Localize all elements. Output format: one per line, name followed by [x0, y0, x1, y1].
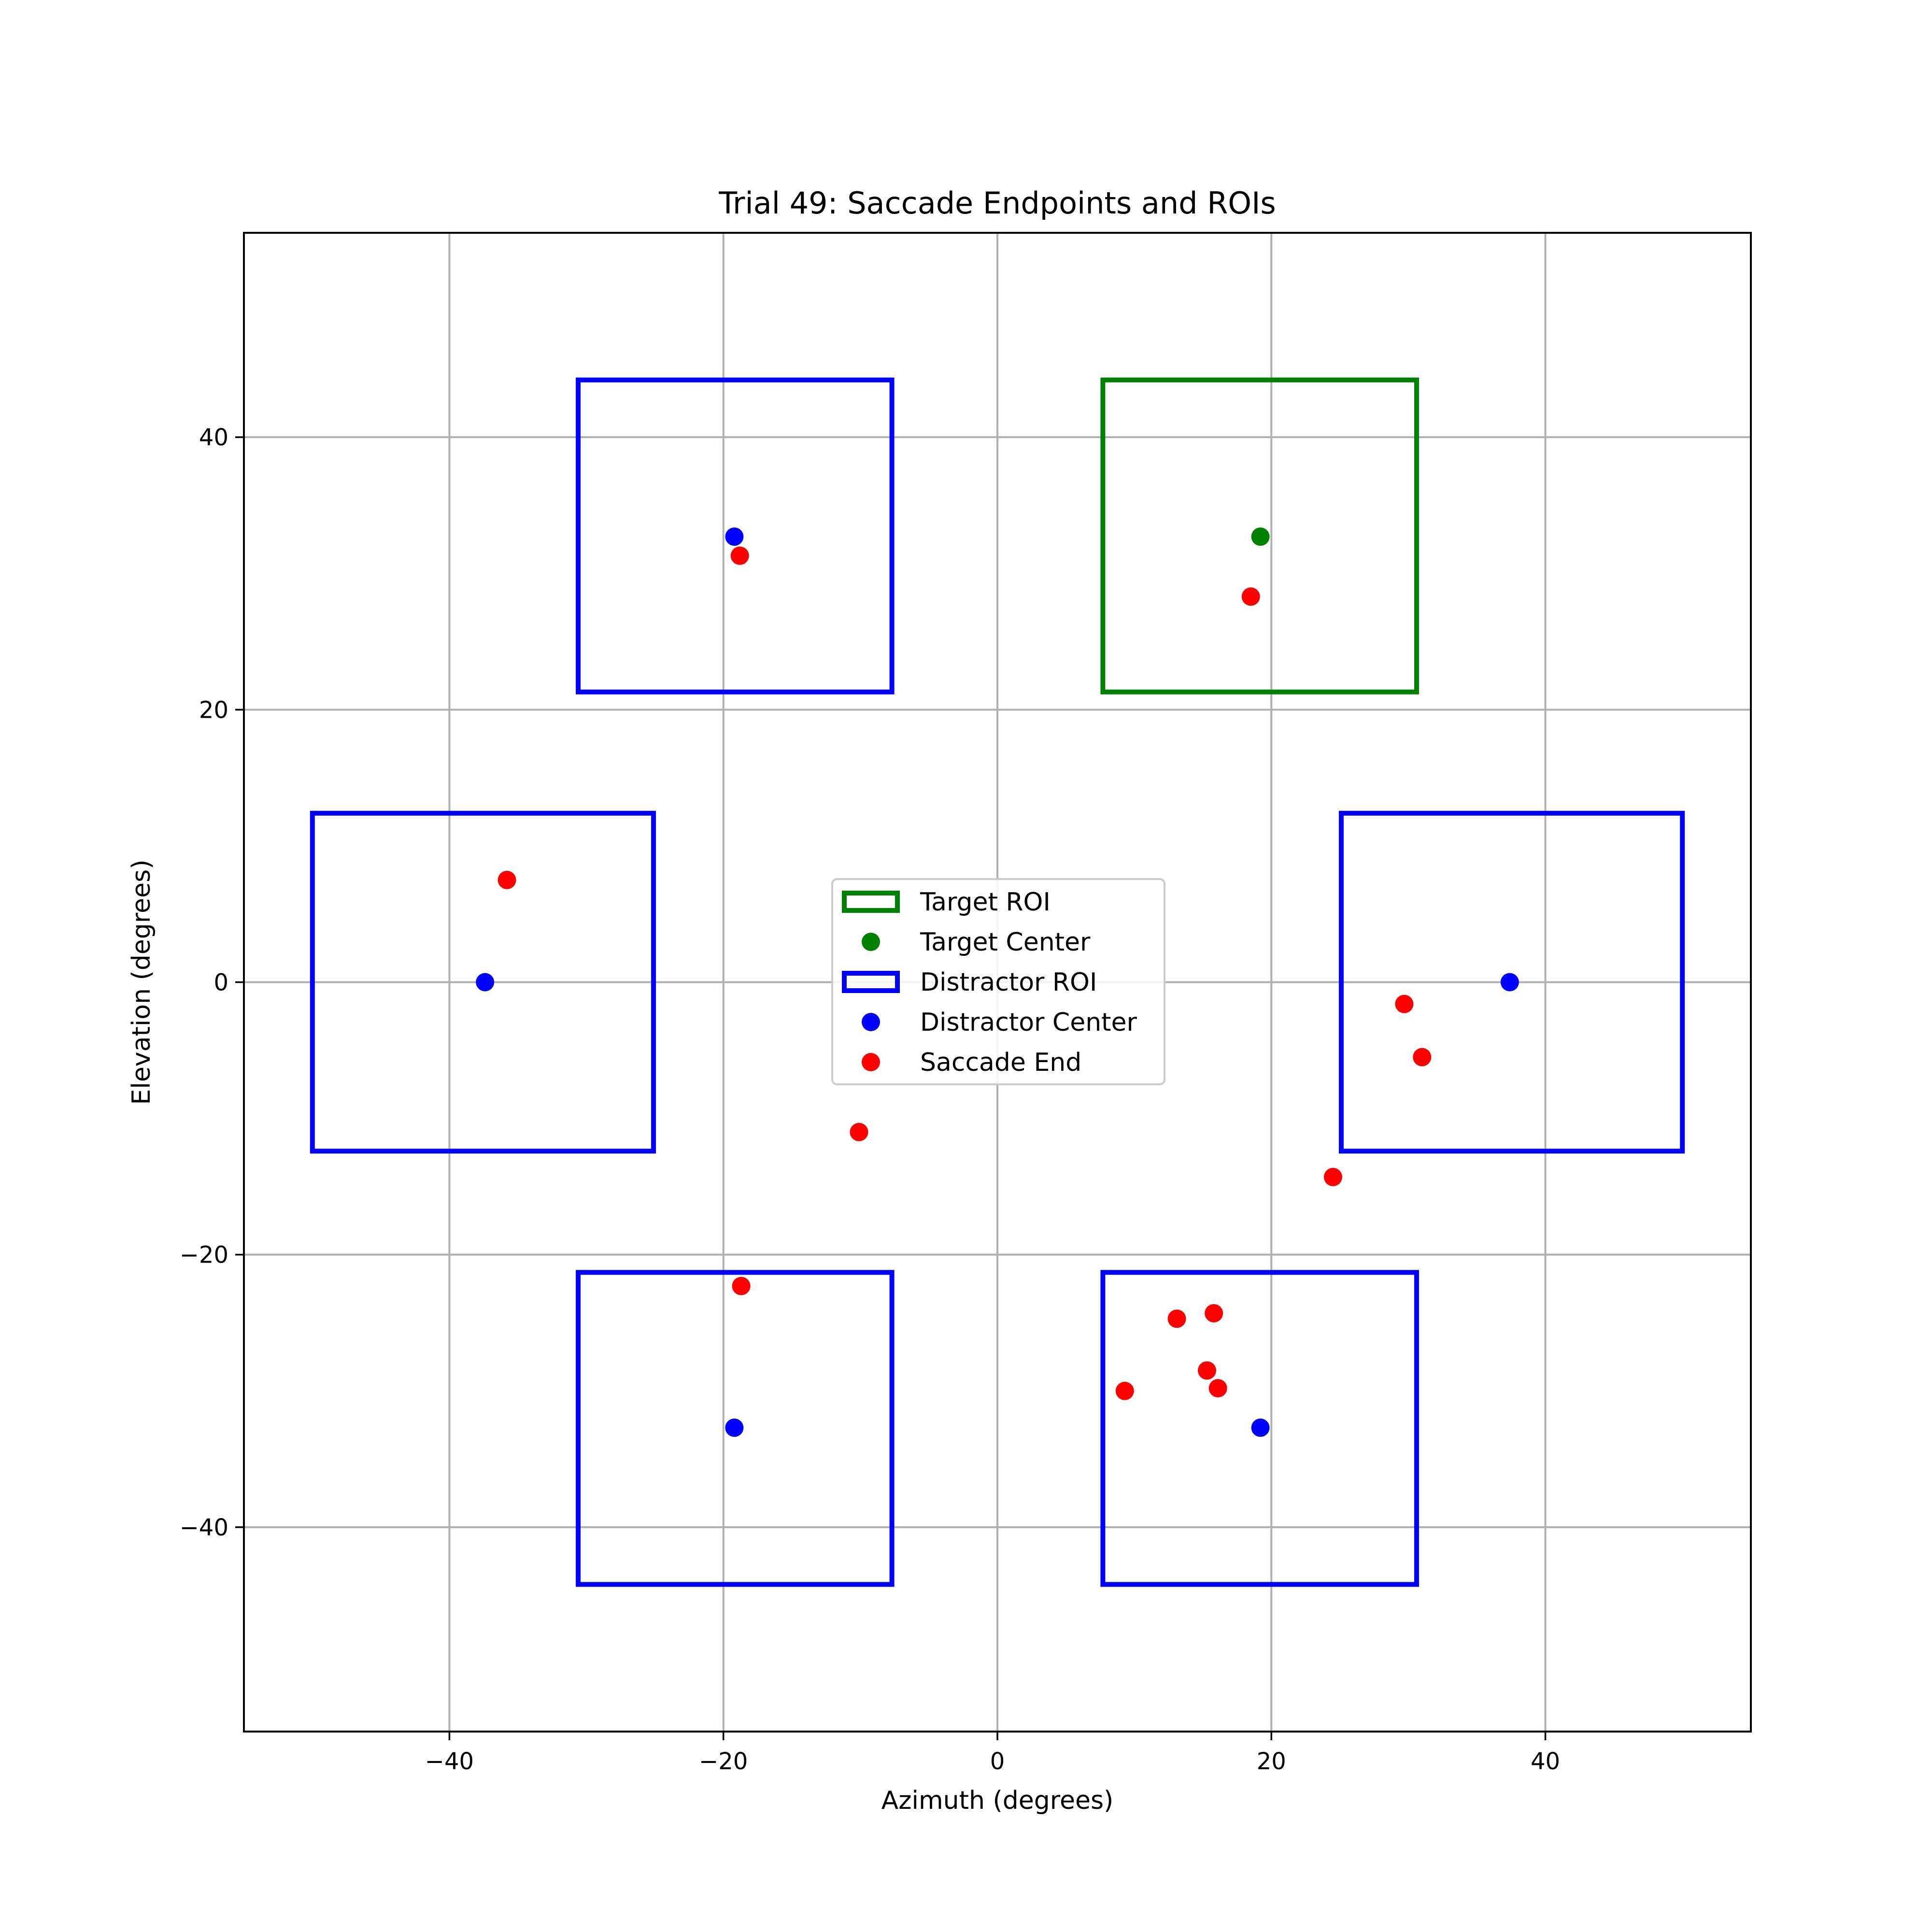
target-center-point	[1251, 527, 1270, 546]
legend-label-target-center: Target Center	[920, 928, 1091, 957]
saccade-end-point	[1115, 1381, 1134, 1400]
legend-label-distractor-center: Distractor Center	[920, 1008, 1137, 1037]
legend-label-saccade-end: Saccade End	[920, 1048, 1081, 1077]
distractor-center-point	[476, 973, 495, 992]
distractor-roi	[576, 1270, 895, 1587]
saccade-end-point	[732, 1277, 751, 1295]
y-tick-label: 40	[199, 424, 228, 451]
saccade-end-point	[730, 546, 749, 565]
saccade-end-point	[1205, 1304, 1223, 1322]
saccade-end-point	[1413, 1048, 1432, 1066]
y-axis-label: Elevation (degrees)	[127, 860, 156, 1105]
saccade-end-point	[1241, 587, 1260, 606]
y-tick-label: 0	[213, 969, 228, 996]
x-tick-label: 20	[1257, 1748, 1286, 1775]
saccade-end-point	[1197, 1361, 1216, 1380]
x-tick-label: 0	[990, 1748, 1005, 1775]
saccade-end-point	[1323, 1167, 1342, 1186]
target-roi	[1100, 377, 1419, 695]
distractor-roi	[1338, 810, 1685, 1154]
saccade-end-point	[1208, 1379, 1227, 1398]
distractor-center-point	[1500, 973, 1519, 992]
legend-swatch-distractor-center	[862, 1013, 880, 1031]
saccade-end-point	[850, 1122, 868, 1141]
distractor-center-point	[1251, 1418, 1270, 1437]
distractor-center-point	[725, 1418, 744, 1437]
legend-label-distractor-roi: Distractor ROI	[920, 968, 1097, 997]
grid-layer	[244, 233, 1751, 1732]
legend-swatch-saccade-end	[862, 1053, 880, 1071]
y-tick-label: −40	[180, 1514, 228, 1541]
distractor-center-point	[725, 527, 744, 546]
legend-box	[831, 878, 1165, 1085]
point-layer	[476, 527, 1519, 1437]
y-tick-label: −20	[180, 1242, 228, 1269]
x-axis-label: Azimuth (degrees)	[881, 1786, 1114, 1815]
legend-swatch-target-roi	[842, 891, 900, 913]
legend-swatch-target-center	[862, 933, 880, 951]
saccade-end-point	[1167, 1309, 1186, 1328]
distractor-roi	[576, 377, 895, 695]
saccade-end-point	[1395, 994, 1414, 1013]
legend-swatch-distractor-roi	[842, 971, 900, 993]
roi-layer	[310, 377, 1685, 1587]
distractor-roi	[310, 810, 656, 1154]
tick-layer: −40 −20 0 20 40 −40 −20 0 20 40	[180, 424, 1560, 1775]
x-tick-label: −20	[699, 1748, 748, 1775]
saccade-end-point	[497, 870, 516, 889]
distractor-roi	[1100, 1270, 1419, 1587]
legend-label-target-roi: Target ROI	[920, 888, 1051, 917]
chart-title: Trial 49: Saccade Endpoints and ROIs	[718, 185, 1276, 221]
x-tick-label: 40	[1531, 1748, 1560, 1775]
x-tick-label: −40	[425, 1748, 474, 1775]
y-tick-label: 20	[199, 696, 228, 724]
legend: Target ROI Target Center Distractor ROI Dis…	[831, 878, 1165, 1085]
